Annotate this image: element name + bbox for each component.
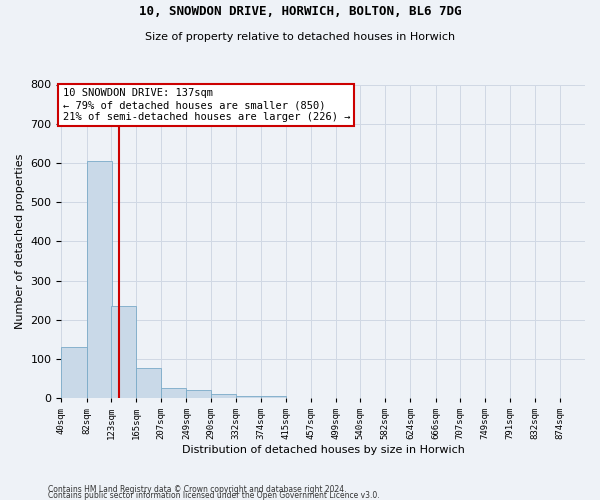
Text: Contains public sector information licensed under the Open Government Licence v3: Contains public sector information licen…: [48, 491, 380, 500]
Text: Contains HM Land Registry data © Crown copyright and database right 2024.: Contains HM Land Registry data © Crown c…: [48, 484, 347, 494]
Bar: [136, 368, 161, 398]
Bar: [261, 396, 286, 398]
Bar: [187, 390, 211, 398]
Text: 10, SNOWDON DRIVE, HORWICH, BOLTON, BL6 7DG: 10, SNOWDON DRIVE, HORWICH, BOLTON, BL6 …: [139, 5, 461, 18]
Bar: [161, 388, 187, 398]
Bar: [211, 394, 236, 398]
Text: Size of property relative to detached houses in Horwich: Size of property relative to detached ho…: [145, 32, 455, 42]
Bar: [61, 347, 86, 398]
Bar: [86, 161, 112, 398]
Y-axis label: Number of detached properties: Number of detached properties: [15, 154, 25, 329]
Text: 10 SNOWDON DRIVE: 137sqm
← 79% of detached houses are smaller (850)
21% of semi-: 10 SNOWDON DRIVE: 137sqm ← 79% of detach…: [62, 88, 350, 122]
X-axis label: Distribution of detached houses by size in Horwich: Distribution of detached houses by size …: [182, 445, 464, 455]
Bar: [236, 396, 261, 398]
Bar: [111, 306, 136, 398]
